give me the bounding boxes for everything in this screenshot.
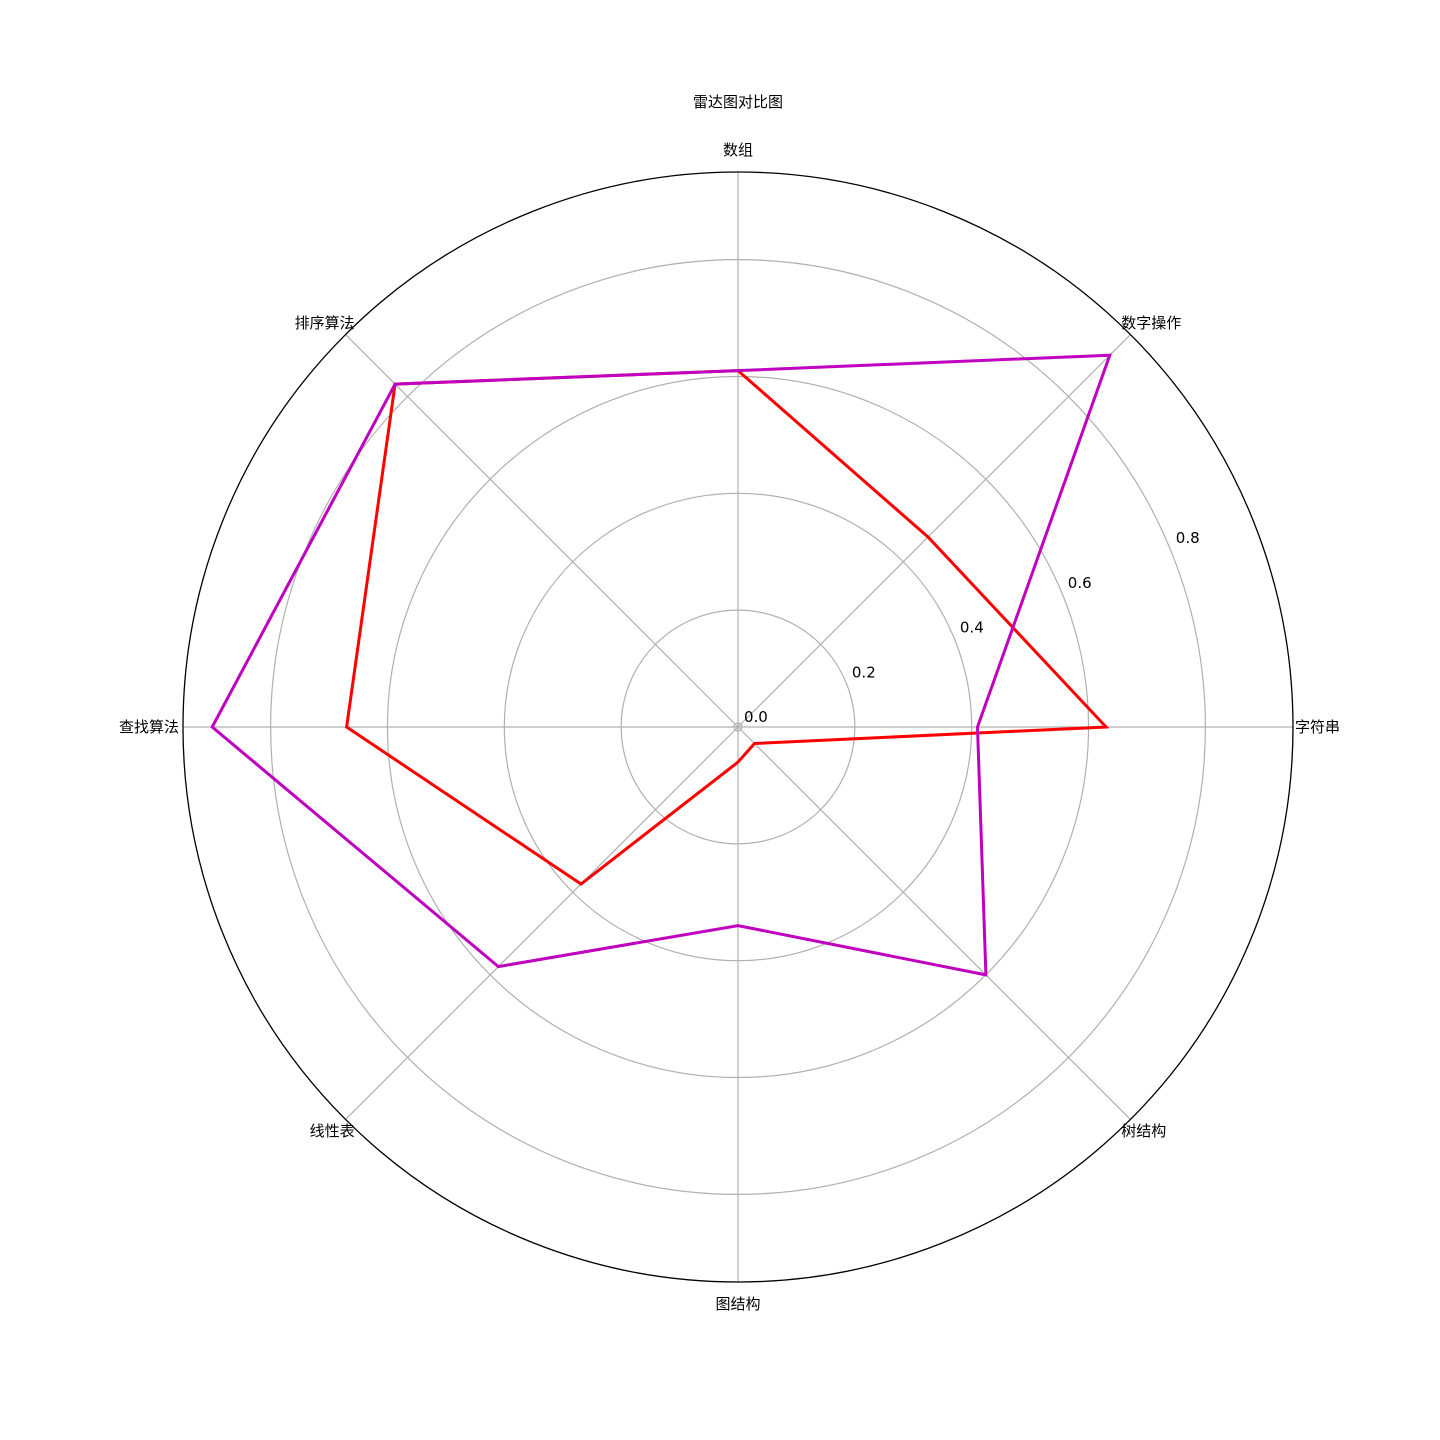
category-label-4: 图结构	[715, 1295, 760, 1313]
category-label-5: 线性表	[310, 1122, 355, 1140]
grid-layer	[182, 171, 1294, 1283]
radial-tick-label-4: 0.8	[1176, 529, 1200, 547]
chart-title: 雷达图对比图	[693, 93, 783, 111]
radial-tick-label-0: 0.0	[744, 708, 768, 726]
category-label-0: 数组	[723, 141, 753, 159]
outer-frame	[182, 171, 1294, 1283]
spoke-1	[737, 334, 1131, 728]
spoke-5	[345, 726, 739, 1120]
series-line-0	[344, 369, 1110, 886]
radial-tick-label-2: 0.4	[960, 619, 984, 637]
spoke-7	[345, 334, 739, 728]
category-label-2: 字符串	[1295, 718, 1340, 736]
series-layer	[210, 353, 1112, 977]
radial-tick-label-3: 0.6	[1068, 574, 1092, 592]
series-line-1	[210, 353, 1112, 977]
category-label-3: 树结构	[1121, 1122, 1166, 1140]
category-label-6: 查找算法	[119, 718, 179, 736]
radial-tick-label-1: 0.2	[852, 663, 876, 681]
category-label-1: 数字操作	[1121, 314, 1181, 332]
spoke-3	[737, 726, 1131, 1120]
category-label-7: 排序算法	[295, 314, 355, 332]
